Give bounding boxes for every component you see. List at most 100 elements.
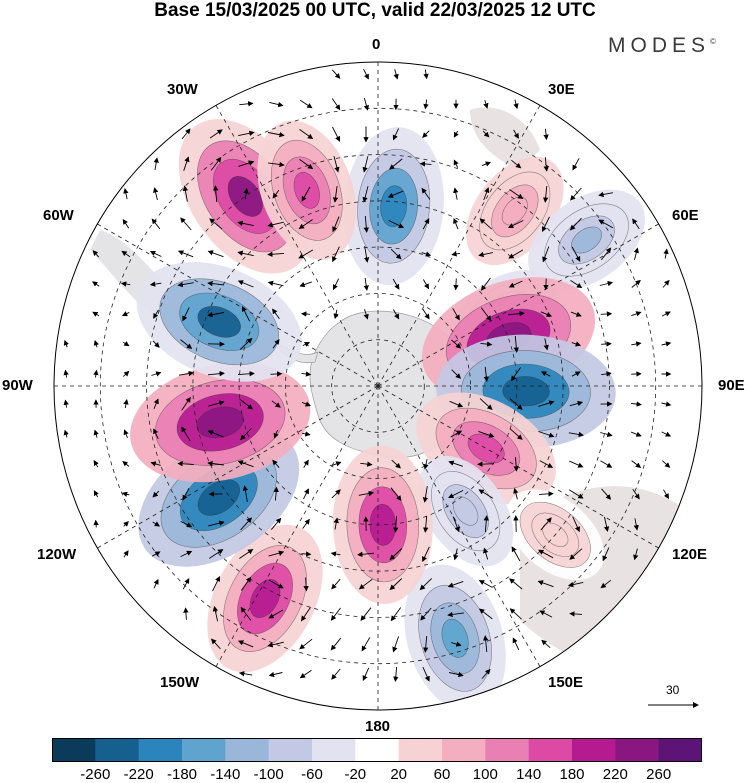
wind-arrow bbox=[123, 429, 129, 439]
wind-arrow bbox=[543, 338, 549, 351]
wind-arrow bbox=[662, 279, 670, 288]
wind-arrow bbox=[513, 457, 519, 472]
wind-arrow bbox=[241, 305, 251, 322]
wind-arrow bbox=[453, 548, 459, 561]
wind-arrow bbox=[362, 186, 369, 203]
wind-arrow bbox=[482, 635, 489, 653]
anomaly-center bbox=[332, 445, 433, 604]
colorbar-swatch bbox=[355, 738, 400, 762]
wind-arrow bbox=[269, 101, 284, 108]
wind-arrow bbox=[123, 399, 129, 409]
wind-arrow bbox=[571, 341, 582, 347]
wind-arrow bbox=[210, 156, 222, 171]
wind-arrow bbox=[93, 339, 99, 348]
wind-arrow bbox=[153, 157, 159, 170]
wind-arrow bbox=[570, 187, 582, 201]
colorbar-swatch bbox=[528, 738, 573, 762]
latitude-circle bbox=[146, 154, 610, 618]
wind-arrow bbox=[598, 191, 613, 198]
wind-arrow bbox=[92, 250, 100, 258]
wind-arrow bbox=[208, 520, 225, 527]
wind-arrow bbox=[180, 217, 192, 231]
wind-arrow bbox=[93, 519, 99, 528]
wind-arrow bbox=[63, 399, 69, 408]
wind-arrow bbox=[392, 636, 400, 653]
wind-arrow bbox=[271, 400, 281, 408]
wind-arrow bbox=[331, 578, 341, 590]
wind-arrow bbox=[390, 487, 402, 502]
brand-mark: © bbox=[710, 37, 716, 46]
wind-arrow bbox=[510, 367, 521, 382]
wind-arrow bbox=[209, 549, 224, 559]
colorbar-swatch bbox=[312, 738, 356, 762]
wind-arrow bbox=[303, 459, 309, 468]
wind-arrow bbox=[273, 486, 279, 501]
wind-arrow bbox=[181, 426, 191, 442]
wind-arrow bbox=[180, 520, 193, 528]
wind-arrow bbox=[570, 280, 583, 289]
wind-arrow bbox=[422, 546, 430, 563]
wind-arrow bbox=[453, 159, 459, 168]
wind-arrow bbox=[237, 280, 254, 288]
modes-logo: MODES© bbox=[608, 34, 716, 58]
wind-arrow bbox=[661, 401, 672, 407]
wind-arrow bbox=[362, 156, 369, 173]
wind-arrow bbox=[268, 609, 284, 619]
africa-tip bbox=[470, 107, 540, 170]
wind-arrow bbox=[362, 667, 370, 682]
wind-arrow bbox=[299, 99, 313, 109]
wind-arrow bbox=[331, 668, 341, 680]
colorbar-tick-label: -60 bbox=[301, 766, 323, 783]
wind-arrow bbox=[298, 249, 314, 259]
colorbar-tick-label: -180 bbox=[166, 766, 198, 783]
wind-arrow bbox=[661, 341, 672, 347]
wind-arrow bbox=[363, 215, 369, 233]
wind-arrow bbox=[632, 488, 640, 500]
wind-arrow bbox=[483, 366, 489, 382]
wind-arrow bbox=[452, 516, 460, 533]
wind-arrow bbox=[207, 430, 224, 438]
wind-arrow bbox=[539, 491, 554, 497]
wind-arrow bbox=[240, 606, 252, 621]
wind-arrow bbox=[331, 98, 341, 111]
wind-arrow bbox=[272, 189, 280, 199]
wind-arrow bbox=[93, 429, 99, 438]
wind-arrow bbox=[540, 517, 552, 531]
wind-arrow bbox=[207, 370, 225, 377]
wind-arrow bbox=[478, 608, 493, 620]
wind-arrow bbox=[392, 128, 400, 141]
wind-arrow bbox=[540, 371, 551, 377]
wind-arrow bbox=[177, 461, 194, 467]
lon-label-0: 0 bbox=[372, 36, 381, 53]
wind-arrow bbox=[540, 311, 553, 317]
wind-arrow bbox=[182, 578, 190, 590]
wind-arrow bbox=[238, 671, 253, 677]
wind-arrow bbox=[568, 431, 584, 438]
wind-arrow bbox=[208, 400, 225, 407]
wind-arrow bbox=[571, 246, 581, 262]
wind-arrow bbox=[600, 311, 613, 317]
wind-arrow bbox=[238, 130, 255, 137]
wind-arrow bbox=[122, 370, 130, 377]
wind-arrow bbox=[572, 516, 580, 533]
meridian-line bbox=[215, 105, 379, 387]
wind-arrow bbox=[240, 517, 253, 531]
wind-arrow bbox=[603, 516, 610, 532]
colorbar-swatch bbox=[182, 738, 226, 762]
colorbar-tick-label: 100 bbox=[472, 766, 498, 783]
wind-arrow bbox=[451, 641, 462, 647]
wind-arrow bbox=[631, 311, 642, 317]
wind-arrow bbox=[120, 281, 131, 287]
colorbar-swatch bbox=[225, 738, 270, 762]
colorbar-swatch bbox=[615, 738, 660, 762]
wind-arrow bbox=[237, 460, 254, 468]
wind-arrow bbox=[302, 431, 311, 437]
meridian-line bbox=[97, 223, 379, 387]
wind-arrow bbox=[509, 608, 522, 620]
wind-arrow bbox=[268, 579, 284, 589]
wind-arrow bbox=[121, 311, 130, 317]
wind-arrow bbox=[213, 185, 219, 203]
wind-arrow bbox=[388, 220, 405, 228]
wind-arrow bbox=[478, 430, 495, 438]
wind-arrow bbox=[363, 246, 370, 263]
